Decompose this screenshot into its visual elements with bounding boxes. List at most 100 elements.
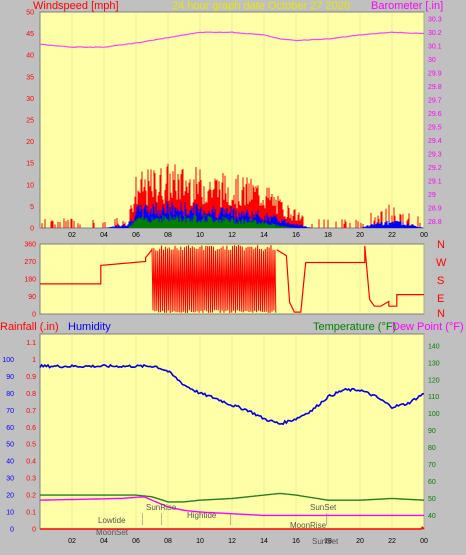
temperature-tick-label: 50: [428, 496, 436, 503]
humidity-tick-label: 20: [6, 493, 14, 500]
humidity-tick-label: 40: [6, 459, 14, 466]
barometer-tick-label: 30.3: [428, 16, 442, 23]
barometer-tick-label: 28.8: [428, 219, 442, 226]
temperature-tick-label: 140: [428, 343, 440, 350]
barometer-tick-label: 29.6: [428, 111, 442, 118]
direction-label-n-bottom: N: [437, 308, 445, 320]
direction-tick-label: 90: [28, 294, 36, 301]
windspeed-tick-label: 35: [26, 74, 34, 81]
windspeed-tick-label: 20: [26, 139, 34, 146]
x-tick-label: 22: [388, 232, 396, 239]
barometer-tick-label: 29.3: [428, 151, 442, 158]
sunset-label: SunSet: [310, 503, 337, 512]
wind-direction-swing: [151, 244, 277, 314]
barometer-line: [39, 31, 425, 49]
temperature-tick-label: 90: [428, 428, 436, 435]
barometer-tick-label: 29.4: [428, 138, 442, 145]
x-tick-label: 16: [292, 538, 300, 545]
dewpoint-line: [39, 496, 424, 517]
rainfall-tick-label: 0.5: [26, 442, 36, 449]
x-tick-label: 06: [132, 232, 140, 239]
series-lines: [39, 31, 425, 530]
rainfall-tick-label: 0.1: [26, 510, 36, 517]
humidity-tick-label: 90: [6, 374, 14, 381]
x-tick-label: 02: [68, 538, 76, 545]
wind-direction-line: [305, 245, 424, 307]
windspeed-tick-label: 15: [26, 161, 34, 168]
windspeed-tick-label: 5: [30, 204, 34, 211]
rainfall-tick-label: 0.3: [26, 476, 36, 483]
temperature-tick-label: 120: [428, 377, 440, 384]
temperature-label: Temperature (°F): [313, 321, 396, 333]
graph-title: 24 hour graph date October 27 2020: [172, 0, 350, 12]
windspeed-tick-label: 45: [26, 31, 34, 38]
grid-lines: [71, 12, 425, 529]
barometer-tick-label: 29.5: [428, 124, 442, 131]
windspeed-label: Windspeed [mph]: [33, 0, 119, 12]
sunrise-label: SunRise: [146, 503, 177, 512]
humidity-label: Humidity: [68, 321, 111, 333]
dewpoint-label: Dew Point (°F): [392, 321, 464, 333]
x-tick-label: 16: [292, 232, 300, 239]
wind-direction-line: [40, 249, 153, 285]
rainfall-label: Rainfall (.in): [0, 321, 59, 333]
sunset-axis-label: SunSet: [312, 537, 339, 546]
x-tick-label: 10: [196, 232, 204, 239]
x-tick-label: 02: [68, 232, 76, 239]
x-tick-label: 04: [100, 538, 108, 545]
temperature-tick-label: 80: [428, 445, 436, 452]
windspeed-tick-label: 30: [26, 96, 34, 103]
rainfall-line: [40, 526, 425, 530]
temperature-tick-label: 130: [428, 360, 440, 367]
humidity-line: [39, 363, 425, 426]
barometer-tick-label: 29.2: [428, 165, 442, 172]
temperature-tick-label: 40: [428, 513, 436, 520]
direction-tick-label: 180: [24, 277, 36, 284]
direction-label-w: W: [436, 257, 447, 269]
x-tick-label: 12: [228, 232, 236, 239]
humidity-tick-label: 70: [6, 408, 14, 415]
rainfall-tick-label: 0.4: [26, 459, 36, 466]
moonset-label: MoonSet: [96, 528, 129, 537]
barometer-tick-label: 29: [428, 192, 436, 199]
humidity-tick-label: 10: [6, 510, 14, 517]
x-tick-label: 18: [324, 232, 332, 239]
windspeed-tick-label: 50: [26, 10, 34, 17]
rainfall-tick-label: 0.9: [26, 374, 36, 381]
x-tick-label: 20: [356, 538, 364, 545]
direction-tick-label: 360: [24, 242, 36, 249]
windspeed-tick-label: 25: [26, 118, 34, 125]
rainfall-tick-label: 1: [32, 357, 36, 364]
temperature-tick-label: 100: [428, 411, 440, 418]
humidity-tick-label: 50: [6, 442, 14, 449]
windspeed-tick-label: 40: [26, 53, 34, 60]
barometer-tick-label: 29.9: [428, 70, 442, 77]
rainfall-tick-label: 0.8: [26, 391, 36, 398]
x-tick-label: 18: [324, 538, 332, 545]
temperature-tick-label: 70: [428, 462, 436, 469]
rainfall-tick-label: 1.1: [26, 340, 36, 347]
temperature-line: [40, 492, 425, 503]
x-tick-label: 14: [260, 232, 268, 239]
barometer-tick-label: 30.1: [428, 43, 442, 50]
barometer-tick-label: 29.1: [428, 178, 442, 185]
moonrise-label: MoonRise: [290, 521, 327, 530]
wind-speed-bars: [41, 163, 424, 228]
direction-label-e: E: [437, 293, 444, 305]
lowtide-label: Lowtide: [98, 516, 126, 525]
rainfall-tick-label: 0: [32, 527, 36, 534]
barometer-tick-label: 29.7: [428, 97, 442, 104]
x-tick-label: 10: [196, 538, 204, 545]
x-tick-label: 06: [132, 538, 140, 545]
x-tick-label: 00: [420, 232, 428, 239]
wind-direction-line: [276, 249, 307, 313]
direction-tick-label: 0: [32, 312, 36, 319]
x-tick-label: 08: [164, 232, 172, 239]
x-tick-label: 12: [228, 538, 236, 545]
rainfall-tick-label: 0.6: [26, 425, 36, 432]
barometer-tick-label: 28.9: [428, 205, 442, 212]
tick-labels: 02 04 06 08 10 12 14 16 18 20 22 000510152025303540…: [2, 10, 441, 546]
rainfall-tick-label: 0.7: [26, 408, 36, 415]
